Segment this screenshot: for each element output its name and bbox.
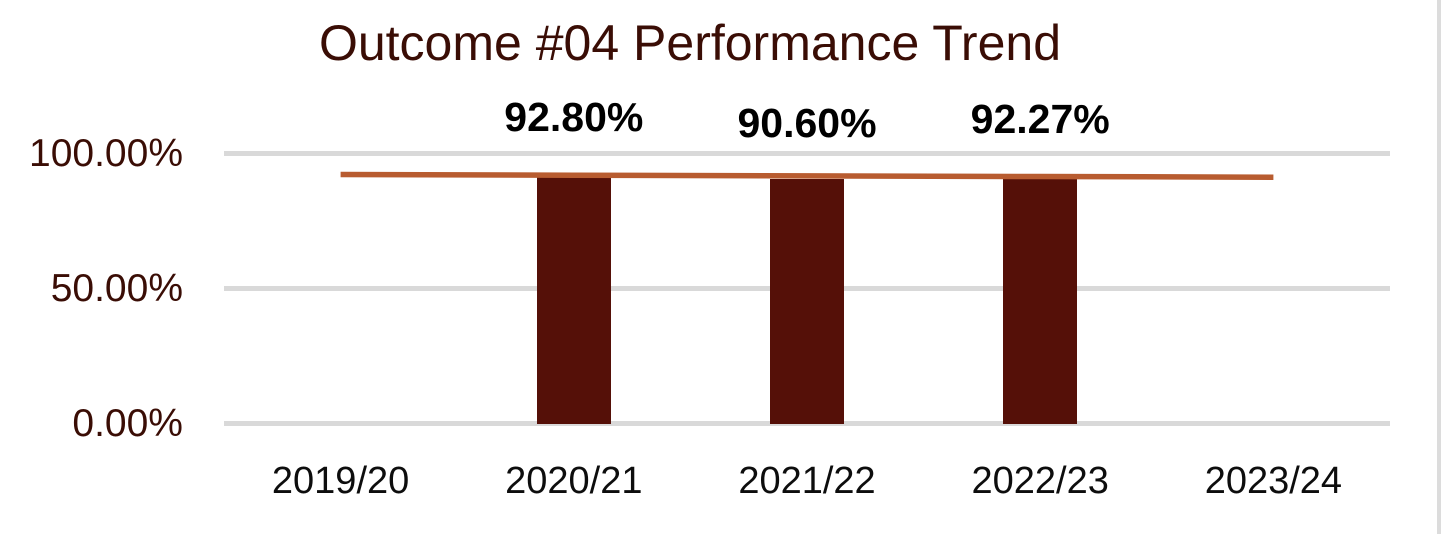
gridline-100pct <box>224 151 1390 156</box>
chart-title: Outcome #04 Performance Trend <box>318 15 1062 71</box>
bar-data-label: 90.60% <box>737 100 877 147</box>
x-axis-tick-label: 2022/23 <box>971 460 1109 502</box>
bar-data-label: 92.80% <box>504 94 644 141</box>
bar-2020-21 <box>536 173 611 424</box>
y-axis-tick-label: 50.00% <box>50 267 183 310</box>
bar-2022-23 <box>1003 174 1078 424</box>
x-axis-tick-label: 2019/20 <box>271 460 410 502</box>
page-edge-line <box>1437 0 1441 534</box>
x-axis-tick-label: 2023/24 <box>1204 460 1343 502</box>
bar-2021-22 <box>770 179 844 424</box>
bar-data-label: 92.27% <box>970 95 1110 142</box>
x-axis-tick-label: 2020/21 <box>505 460 643 502</box>
y-axis-tick-label: 0.00% <box>72 402 183 445</box>
x-axis-tick-label: 2021/22 <box>738 460 876 502</box>
y-axis-tick-label: 100.00% <box>29 132 183 175</box>
